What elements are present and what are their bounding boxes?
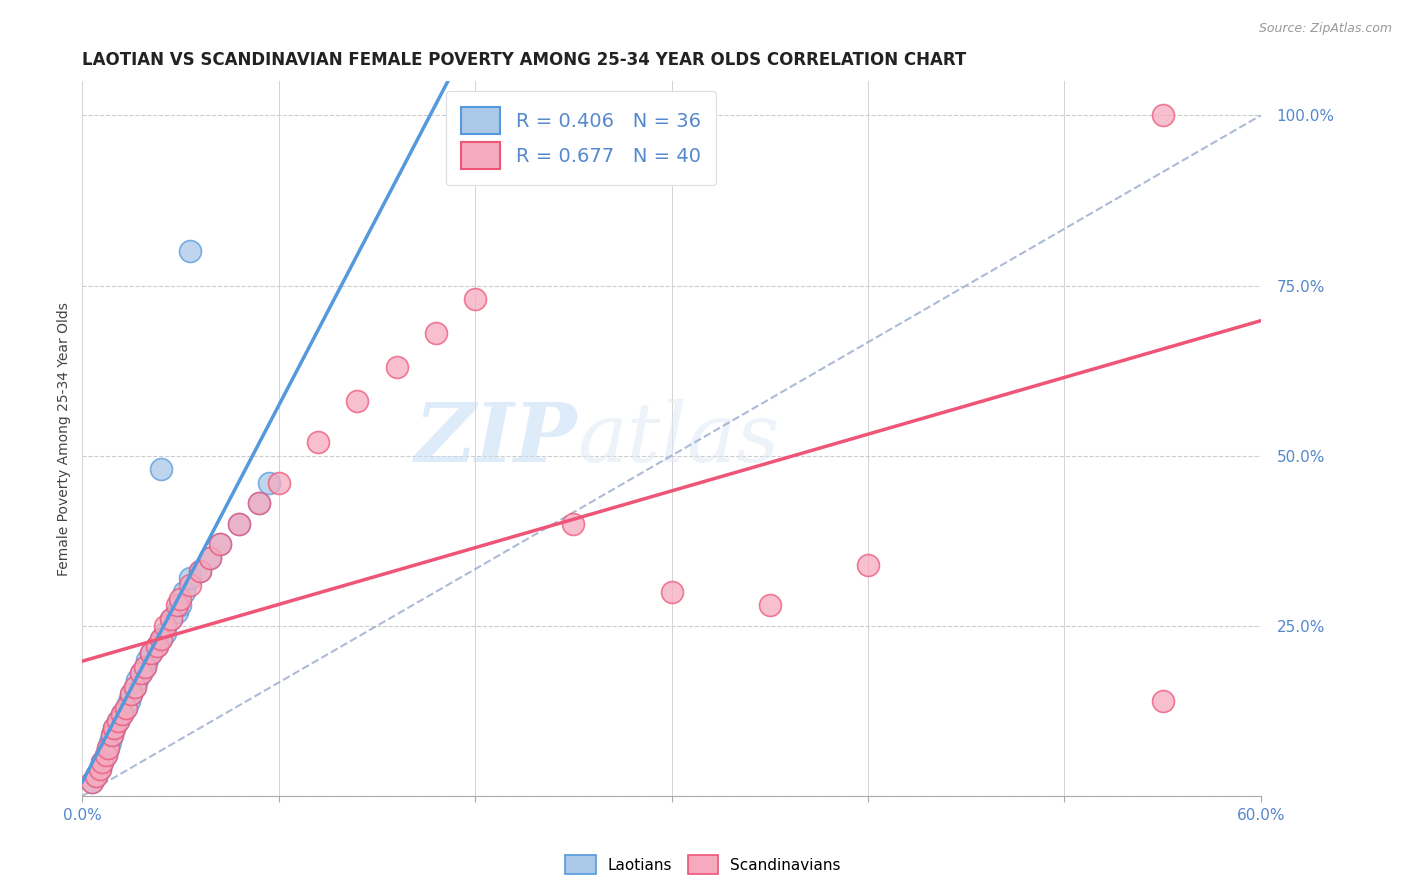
Point [124, 680, 146, 694]
Point [228, 516, 250, 531]
Point [84, 768, 107, 782]
Point [159, 612, 181, 626]
Point [100, 728, 122, 742]
Point [179, 571, 201, 585]
Point [129, 666, 152, 681]
Point [149, 632, 172, 647]
Point [267, 475, 290, 490]
Point [425, 326, 447, 341]
Point [84, 768, 107, 782]
Point [562, 516, 585, 531]
Text: ZIP: ZIP [415, 399, 578, 479]
Point [97, 741, 120, 756]
Point [97, 741, 120, 756]
Point [159, 612, 181, 626]
Point [139, 646, 162, 660]
Point [1152, 108, 1174, 122]
Point [107, 714, 129, 728]
Point [89, 762, 111, 776]
Point [89, 762, 111, 776]
Point [346, 394, 368, 409]
Point [146, 639, 169, 653]
Point [257, 475, 280, 490]
Point [661, 584, 683, 599]
Point [94, 748, 117, 763]
Point [169, 599, 191, 613]
Point [134, 659, 156, 673]
Point [120, 687, 142, 701]
Point [146, 639, 169, 653]
Point [173, 584, 195, 599]
Point [247, 496, 270, 510]
Point [166, 605, 188, 619]
Point [136, 653, 159, 667]
Point [188, 565, 211, 579]
Point [90, 755, 112, 769]
Point [758, 599, 780, 613]
Text: LAOTIAN VS SCANDINAVIAN FEMALE POVERTY AMONG 25-34 YEAR OLDS CORRELATION CHART: LAOTIAN VS SCANDINAVIAN FEMALE POVERTY A… [83, 51, 966, 69]
Point [188, 565, 211, 579]
Point [208, 537, 231, 551]
Point [110, 707, 132, 722]
Point [149, 462, 172, 476]
Legend: Laotians, Scandinavians: Laotians, Scandinavians [560, 849, 846, 880]
Point [153, 625, 176, 640]
Point [127, 673, 149, 688]
Text: atlas: atlas [578, 399, 780, 479]
Point [228, 516, 250, 531]
Y-axis label: Female Poverty Among 25-34 Year Olds: Female Poverty Among 25-34 Year Olds [58, 301, 72, 575]
Point [169, 591, 191, 606]
Point [134, 659, 156, 673]
Text: Source: ZipAtlas.com: Source: ZipAtlas.com [1258, 22, 1392, 36]
Point [120, 687, 142, 701]
Point [139, 646, 162, 660]
Point [98, 734, 121, 748]
Point [118, 694, 141, 708]
Point [129, 666, 152, 681]
Point [124, 680, 146, 694]
Point [90, 755, 112, 769]
Point [208, 537, 231, 551]
Point [385, 360, 408, 375]
Point [103, 721, 125, 735]
Point [856, 558, 879, 572]
Point [110, 707, 132, 722]
Point [82, 775, 104, 789]
Point [114, 700, 136, 714]
Point [179, 244, 201, 259]
Point [179, 578, 201, 592]
Legend: R = 0.406   N = 36, R = 0.677   N = 40: R = 0.406 N = 36, R = 0.677 N = 40 [446, 91, 716, 185]
Point [1152, 694, 1174, 708]
Point [103, 721, 125, 735]
Point [166, 599, 188, 613]
Point [198, 550, 221, 565]
Point [100, 728, 122, 742]
Point [107, 714, 129, 728]
Point [247, 496, 270, 510]
Point [82, 775, 104, 789]
Point [149, 632, 172, 647]
Point [464, 292, 486, 306]
Point [307, 435, 329, 450]
Point [153, 619, 176, 633]
Point [114, 700, 136, 714]
Point [94, 748, 117, 763]
Point [198, 550, 221, 565]
